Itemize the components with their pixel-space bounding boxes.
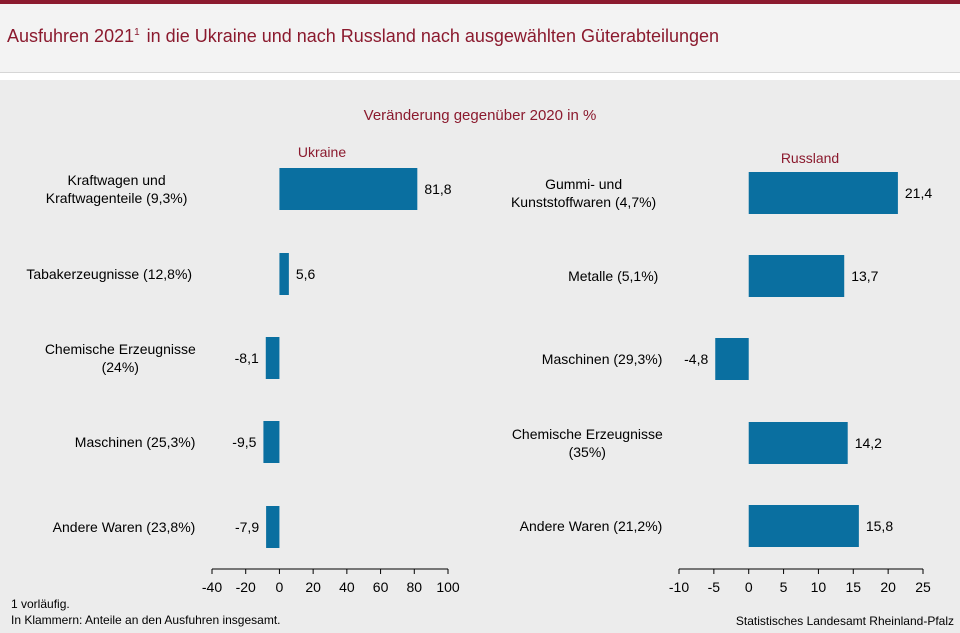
x-tick-label: 0 — [276, 579, 284, 595]
x-tick-label: -10 — [669, 579, 689, 595]
chart-header: Ausfuhren 20211 in die Ukraine und nach … — [0, 4, 960, 73]
panel-ukraine: Ukraine -40 -20 0 20 40 60 80 100 81,8 Kraftwagen … — [26, 144, 460, 595]
bar — [748, 255, 845, 297]
category-label-line: Metalle (5,1%) — [568, 268, 658, 284]
category-label: Tabakerzeugnisse (12,8%) — [26, 266, 192, 282]
x-tick-label: 25 — [915, 579, 931, 595]
category-label: Kraftwagen und Kraftwagenteile (9,3%) — [46, 172, 188, 206]
category-label-line: Andere Waren (21,2%) — [520, 518, 663, 534]
data-label: -4,8 — [684, 351, 708, 367]
category-label-line: (24%) — [102, 359, 139, 375]
top-accent-bar — [0, 0, 960, 4]
category-label: Andere Waren (23,8%) — [53, 519, 196, 535]
category-label-line: (35%) — [569, 444, 606, 460]
data-label: -9,5 — [232, 434, 256, 450]
data-label: 15,8 — [866, 518, 893, 534]
bar — [279, 253, 289, 295]
category-label-line: Kraftwagenteile (9,3%) — [46, 190, 188, 206]
category-label: Andere Waren (21,2%) — [520, 518, 663, 534]
category-label: Metalle (5,1%) — [568, 268, 658, 284]
source-credit: Statistisches Landesamt Rheinland-Pfalz — [735, 614, 954, 628]
category-label: Chemische Erzeugnisse (35%) — [512, 426, 663, 460]
x-tick-label: -40 — [202, 579, 222, 595]
header-separator — [0, 73, 960, 80]
chart-title: Ausfuhren 20211 in die Ukraine und nach … — [7, 26, 719, 47]
category-label-line: Andere Waren (23,8%) — [53, 519, 196, 535]
x-tick-label: -5 — [708, 579, 721, 595]
bar — [748, 505, 859, 547]
bar — [279, 168, 418, 210]
title-main: Ausfuhren 2021 — [7, 26, 135, 46]
category-label: Gummi- und Kunststoffwaren (4,7%) — [511, 176, 656, 210]
data-label: -7,9 — [235, 519, 259, 535]
bar — [748, 172, 898, 214]
category-label: Maschinen (25,3%) — [75, 434, 196, 450]
footnote-preliminary: 1 vorläufig. — [11, 597, 70, 611]
panel-title: Russland — [781, 150, 839, 166]
footnote-shares: In Klammern: Anteile an den Ausfuhren in… — [11, 613, 281, 627]
data-label: 14,2 — [855, 435, 882, 451]
x-tick-label: 40 — [339, 579, 355, 595]
x-tick-label: 0 — [745, 579, 753, 595]
x-tick-label: 80 — [406, 579, 422, 595]
x-tick-label: 15 — [845, 579, 861, 595]
category-label-line: Tabakerzeugnisse (12,8%) — [26, 266, 192, 282]
category-label-line: Maschinen (29,3%) — [542, 351, 663, 367]
data-label: -8,1 — [235, 350, 259, 366]
category-label: Chemische Erzeugnisse (24%) — [45, 341, 196, 375]
category-label-line: Chemische Erzeugnisse — [45, 341, 196, 357]
category-label-line: Kunststoffwaren (4,7%) — [511, 194, 656, 210]
data-label: 21,4 — [905, 185, 932, 201]
x-tick-label: 10 — [811, 579, 827, 595]
bar — [715, 338, 749, 380]
category-label-line: Maschinen (25,3%) — [75, 434, 196, 450]
title-footnote-mark: 1 — [134, 27, 140, 38]
x-tick-label: 5 — [780, 579, 788, 595]
panel-russland: Russland -10 -5 0 5 10 15 20 25 21,4 Gummi- und Kun… — [511, 150, 932, 595]
category-label-line: Chemische Erzeugnisse — [512, 426, 663, 442]
x-tick-label: 60 — [373, 579, 389, 595]
data-label: 81,8 — [424, 181, 451, 197]
panel-title: Ukraine — [298, 144, 346, 160]
data-label: 13,7 — [851, 268, 878, 284]
x-tick-label: 100 — [436, 579, 460, 595]
x-tick-label: 20 — [305, 579, 321, 595]
bar — [748, 422, 848, 464]
bar — [265, 337, 280, 379]
chart-subtitle: Veränderung gegenüber 2020 in % — [364, 107, 597, 124]
category-label: Maschinen (29,3%) — [542, 351, 663, 367]
data-label: 5,6 — [296, 266, 316, 282]
category-label-line: Gummi- und — [545, 176, 622, 192]
x-tick-label: 20 — [880, 579, 896, 595]
x-tick-label: -20 — [236, 579, 256, 595]
title-rest: in die Ukraine und nach Russland nach au… — [141, 26, 720, 46]
bar — [263, 421, 280, 463]
bar — [266, 506, 280, 548]
category-label-line: Kraftwagen und — [68, 172, 166, 188]
